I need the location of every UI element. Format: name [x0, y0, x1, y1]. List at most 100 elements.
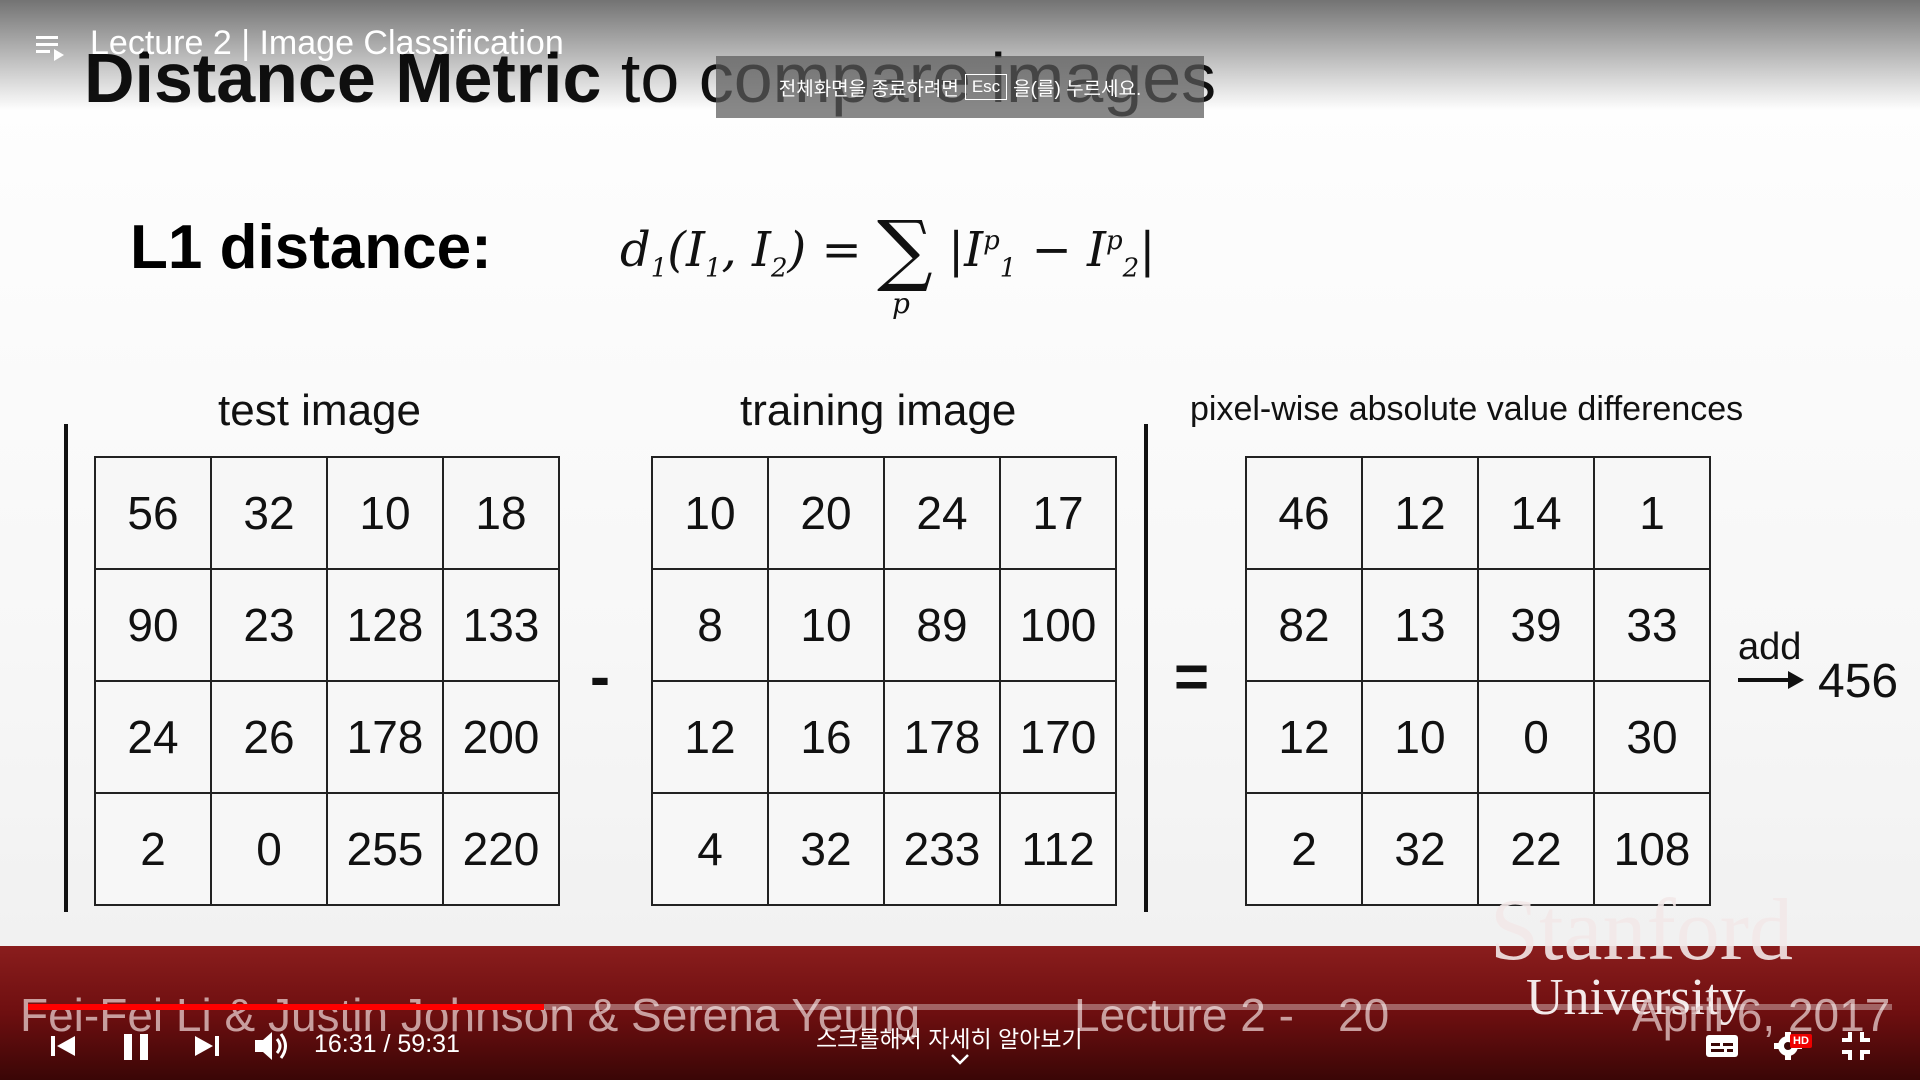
- training-grid-row: 12 16 178 170: [651, 680, 1117, 794]
- previous-button[interactable]: [48, 1026, 78, 1066]
- training-grid-cell: 100: [999, 568, 1117, 682]
- training-grid-row: 10 20 24 17: [651, 456, 1117, 570]
- test-grid-cell: 200: [442, 680, 560, 794]
- training-grid-cell: 10: [651, 456, 769, 570]
- test-grid-cell: 23: [210, 568, 328, 682]
- training-grid-cell: 233: [883, 792, 1001, 906]
- test-grid-cell: 24: [94, 680, 212, 794]
- diff-grid-cell: 33: [1593, 568, 1711, 682]
- add-label: add: [1738, 626, 1802, 668]
- test-grid-row: 56 32 10 18: [94, 456, 560, 570]
- diff-grid-row: 82 13 39 33: [1245, 568, 1711, 682]
- minus-operator: -: [590, 643, 610, 710]
- diff-grid-cell: 108: [1593, 792, 1711, 906]
- footer-date: April 6, 2017: [1632, 989, 1891, 1041]
- test-grid-cell: 32: [210, 456, 328, 570]
- diff-grid-cell: 39: [1477, 568, 1595, 682]
- test-grid-cell: 133: [442, 568, 560, 682]
- chevron-down-icon[interactable]: [948, 1052, 972, 1066]
- training-grid-row: 4 32 233 112: [651, 792, 1117, 906]
- test-grid-cell: 10: [326, 456, 444, 570]
- test-grid-cell: 220: [442, 792, 560, 906]
- stanford-logo: Stanford: [1490, 882, 1794, 979]
- diff-grid-cell: 13: [1361, 568, 1479, 682]
- exit-fullscreen-icon[interactable]: [1838, 1026, 1874, 1066]
- diff-grid-cell: 1: [1593, 456, 1711, 570]
- diff-grid-cell: 14: [1477, 456, 1595, 570]
- summation-symbol: ∑: [877, 205, 933, 295]
- hd-badge: HD: [1790, 1034, 1812, 1048]
- training-grid-cell: 178: [883, 680, 1001, 794]
- test-grid-cell: 18: [442, 456, 560, 570]
- test-grid-cell: 0: [210, 792, 328, 906]
- pause-button[interactable]: [120, 1026, 152, 1066]
- test-image-label: test image: [218, 386, 421, 435]
- diff-grid-row: 46 12 14 1: [1245, 456, 1711, 570]
- training-image-grid: 10 20 24 17 8 10 89 100 12 16 178 170 4 32 233 112: [651, 456, 1117, 906]
- diff-grid: 46 12 14 1 82 13 39 33 12 10 0 30 2 32 22 108: [1245, 456, 1711, 906]
- test-grid-row: 90 23 128 133: [94, 568, 560, 682]
- volume-icon[interactable]: [252, 1026, 292, 1066]
- subtitles-icon[interactable]: [1704, 1026, 1740, 1066]
- diff-label: pixel-wise absolute value differences: [1190, 390, 1744, 428]
- test-grid-cell: 255: [326, 792, 444, 906]
- equals-operator: =: [1174, 643, 1210, 710]
- training-grid-cell: 89: [883, 568, 1001, 682]
- l1-formula: d1(I1, I2) = ∑ |Ip1 − Ip2| p: [620, 205, 1156, 320]
- training-grid-cell: 20: [767, 456, 885, 570]
- diff-grid-cell: 12: [1361, 456, 1479, 570]
- diff-grid-cell: 2: [1245, 792, 1363, 906]
- right-arrow-icon: [1738, 671, 1804, 689]
- training-image-label: training image: [740, 386, 1017, 435]
- test-grid-row: 2 0 255 220: [94, 792, 560, 906]
- video-title[interactable]: Lecture 2 | Image Classification: [90, 24, 564, 62]
- test-grid-cell: 90: [94, 568, 212, 682]
- test-grid-cell: 128: [326, 568, 444, 682]
- next-button[interactable]: [192, 1026, 222, 1066]
- fullscreen-exit-toast: 전체화면을 종료하려면 Esc 을(를) 누르세요.: [716, 56, 1204, 118]
- diff-grid-row: 12 10 0 30: [1245, 680, 1711, 794]
- training-grid-cell: 12: [651, 680, 769, 794]
- footer-lecture: Lecture 2 -: [1074, 989, 1294, 1041]
- time-display: 16:31 / 59:31: [314, 1030, 460, 1058]
- progress-bar[interactable]: [28, 1004, 1892, 1010]
- footer-page-number: 20: [1338, 989, 1390, 1041]
- training-grid-cell: 16: [767, 680, 885, 794]
- diff-grid-cell: 0: [1477, 680, 1595, 794]
- training-grid-cell: 4: [651, 792, 769, 906]
- summation-index: p: [892, 287, 910, 320]
- test-image-grid: 56 32 10 18 90 23 128 133 24 26 178 200 2 0 255 220: [94, 456, 560, 906]
- abs-bar-right: [1144, 424, 1148, 912]
- training-grid-cell: 170: [999, 680, 1117, 794]
- diff-grid-cell: 82: [1245, 568, 1363, 682]
- stanford-logo-university: University: [1526, 969, 1746, 1026]
- diff-grid-cell: 32: [1361, 792, 1479, 906]
- playlist-icon[interactable]: [34, 30, 68, 64]
- test-grid-cell: 178: [326, 680, 444, 794]
- training-grid-cell: 17: [999, 456, 1117, 570]
- test-grid-cell: 2: [94, 792, 212, 906]
- diff-grid-cell: 22: [1477, 792, 1595, 906]
- training-grid-cell: 112: [999, 792, 1117, 906]
- esc-key: Esc: [964, 74, 1008, 100]
- footer-authors: Fei-Fei Li & Justin Johnson & Serena Yeu…: [20, 989, 921, 1041]
- training-grid-cell: 8: [651, 568, 769, 682]
- scroll-hint[interactable]: 스크롤해서 자세히 알아보기: [816, 1026, 1083, 1052]
- diff-grid-row: 2 32 22 108: [1245, 792, 1711, 906]
- abs-bar-left: [64, 424, 68, 912]
- training-grid-cell: 24: [883, 456, 1001, 570]
- l1-distance-label: L1 distance:: [130, 213, 492, 282]
- total-sum: 456: [1818, 655, 1899, 708]
- training-grid-cell: 32: [767, 792, 885, 906]
- test-grid-cell: 26: [210, 680, 328, 794]
- diff-grid-cell: 46: [1245, 456, 1363, 570]
- test-grid-cell: 56: [94, 456, 212, 570]
- diff-grid-cell: 10: [1361, 680, 1479, 794]
- footer-band: [0, 946, 1920, 1080]
- training-grid-cell: 10: [767, 568, 885, 682]
- training-grid-row: 8 10 89 100: [651, 568, 1117, 682]
- diff-grid-cell: 30: [1593, 680, 1711, 794]
- test-grid-row: 24 26 178 200: [94, 680, 560, 794]
- progress-played: [28, 1004, 545, 1010]
